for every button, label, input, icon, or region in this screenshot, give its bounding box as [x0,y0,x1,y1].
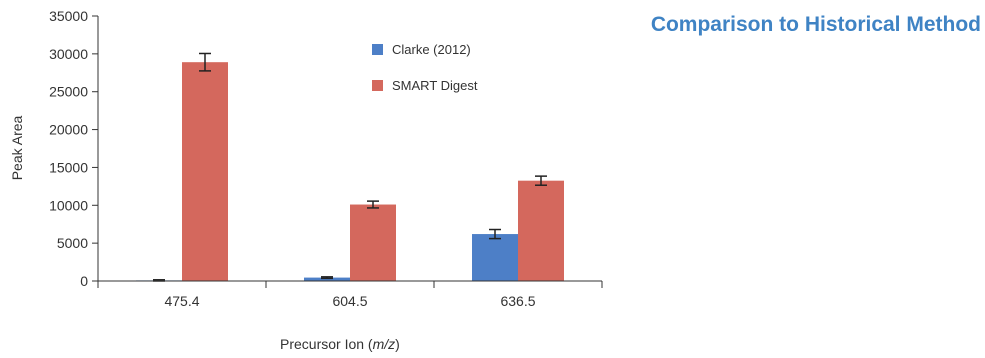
y-tick-label: 10000 [49,197,88,213]
x-tick-label: 604.5 [332,293,367,309]
legend-swatch [372,80,383,91]
y-tick-label: 30000 [49,46,88,62]
x-tick-label: 636.5 [500,293,535,309]
y-tick-label: 25000 [49,84,88,100]
error-bars [153,52,547,282]
y-tick-label: 0 [80,273,88,289]
y-tick-label: 20000 [49,122,88,138]
y-axis-ticks: 0 5000 10000 15000 20000 25000 30000 35000 [49,8,98,289]
legend-label: Clarke (2012) [392,42,471,57]
x-axis-label-suffix: ) [395,336,400,352]
y-tick-label: 5000 [57,235,88,251]
bar-smart-digest [350,204,396,281]
y-tick-label: 15000 [49,159,88,175]
x-axis-label: Precursor Ion (m/z) [280,336,400,352]
legend-label: SMART Digest [392,78,478,93]
error-bar [199,52,211,72]
bar-clarke [472,234,518,281]
chart-heading: Comparison to Historical Method [650,13,981,36]
legend: Clarke (2012) SMART Digest [372,42,478,93]
bars [136,62,564,281]
y-axis-label: Peak Area [9,115,25,180]
x-axis-label-prefix: Precursor Ion ( [280,336,373,352]
bar-smart-digest [182,62,228,281]
bar-smart-digest [518,180,564,281]
x-axis-ticks: 475.4 604.5 636.5 [97,281,603,309]
x-axis-label-unit: m/z [372,336,396,352]
bar-clarke [304,277,350,281]
error-bar [367,200,379,209]
error-bar [535,175,547,186]
legend-swatch [372,44,383,55]
error-bar [321,276,333,280]
error-bar [489,228,501,240]
y-tick-label: 35000 [49,8,88,24]
x-tick-label: 475.4 [164,293,199,309]
